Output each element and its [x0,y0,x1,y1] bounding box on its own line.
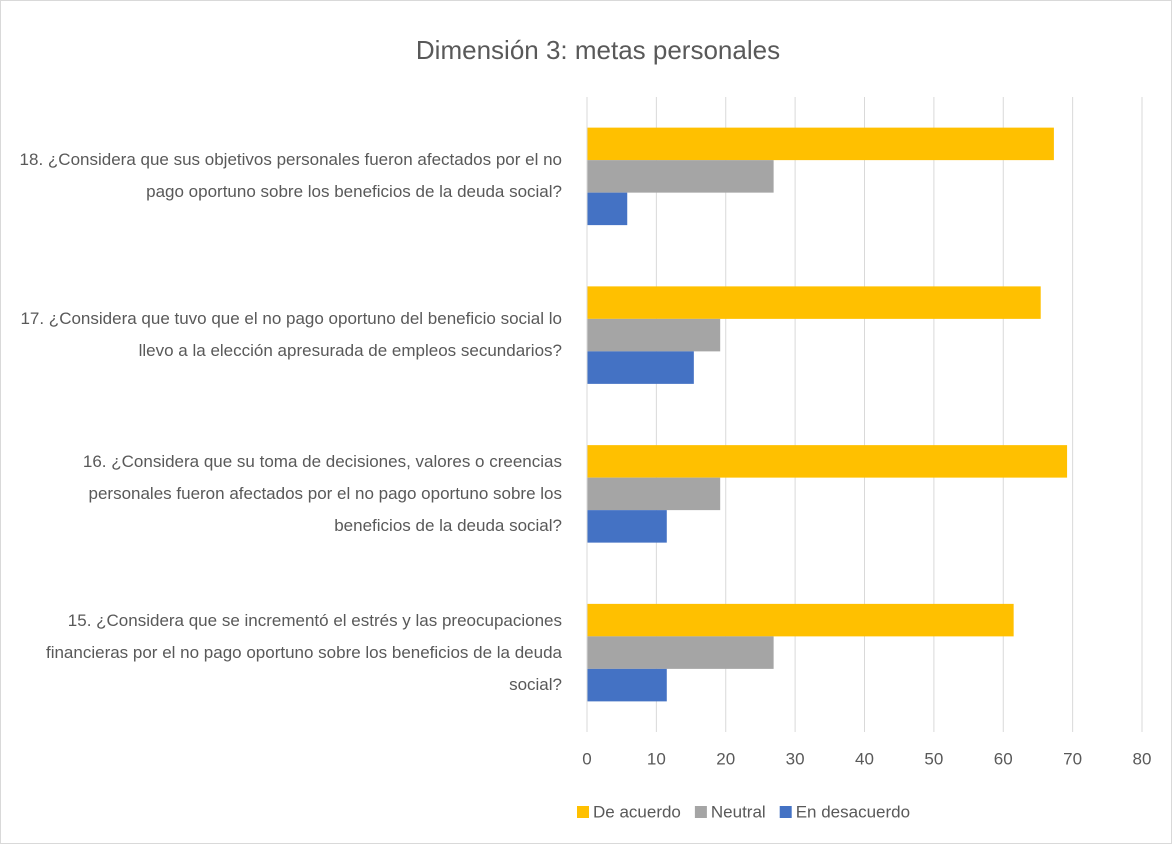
category-label: 17. ¿Considera que tuvo que el no pago o… [20,309,562,361]
x-tick-label: 10 [647,749,666,768]
chart-title: Dimensión 3: metas personales [416,35,780,65]
category-label-wrap: 17. ¿Considera que tuvo que el no pago o… [10,275,562,395]
bar [587,668,667,702]
legend-swatch [694,806,707,818]
category-label-box: 17. ¿Considera que tuvo que el no pago o… [10,275,562,395]
bar [587,477,721,511]
bar [587,127,1054,161]
category-label-box: 16. ¿Considera que su toma de decisiones… [10,434,562,554]
category-label: 15. ¿Considera que se incrementó el estr… [45,610,562,694]
category-label-wrap: 15. ¿Considera que se incrementó el estr… [10,593,562,713]
bar [587,636,774,669]
x-tick-label: 20 [716,749,735,768]
bar [587,160,774,193]
legend-label: De acuerdo [593,802,681,821]
category-label: 18. ¿Considera que sus objetivos persona… [19,150,562,202]
x-tick-label: 40 [855,749,874,768]
legend-label: En desacuerdo [796,802,910,821]
x-tick-label: 70 [1063,749,1082,768]
legend-swatch [779,806,792,818]
legend-label: Neutral [711,802,766,821]
category-label-box: 18. ¿Considera que sus objetivos persona… [10,116,562,236]
x-tick-label: 0 [582,749,591,768]
category-label-box: 15. ¿Considera que se incrementó el estr… [10,593,562,713]
x-tick-label: 50 [924,749,943,768]
category-label: 16. ¿Considera que su toma de decisiones… [82,451,562,535]
category-label-wrap: 16. ¿Considera que su toma de decisiones… [10,434,562,554]
x-tick-label: 80 [1133,749,1152,768]
x-tick-label: 60 [994,749,1013,768]
category-label-wrap: 18. ¿Considera que sus objetivos persona… [10,116,562,236]
bar [587,603,1014,637]
x-tick-label: 30 [786,749,805,768]
bar [587,351,694,384]
bar [587,510,667,543]
bar [587,445,1068,478]
bar [587,192,628,226]
bar [587,286,1041,319]
legend-swatch [577,806,589,818]
bar [587,318,721,352]
